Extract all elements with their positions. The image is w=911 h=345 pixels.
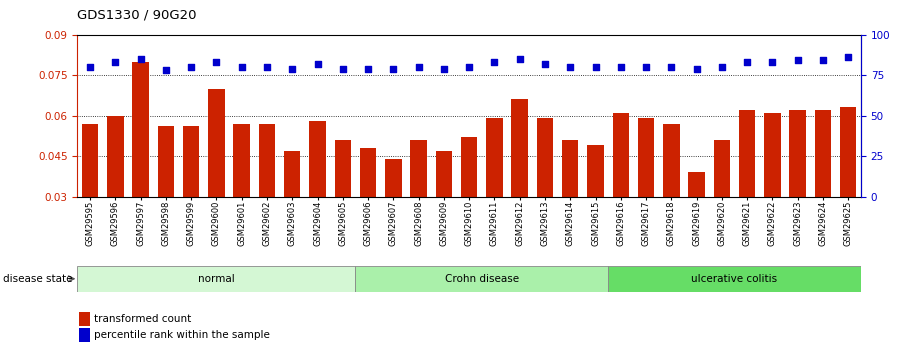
Bar — [461, 137, 477, 197]
Point — [841, 55, 855, 60]
Bar — [334, 140, 351, 197]
Point — [386, 66, 401, 71]
Bar — [537, 118, 553, 197]
Point — [108, 59, 123, 65]
Point — [159, 67, 173, 73]
Point — [487, 59, 502, 65]
Bar — [840, 107, 856, 197]
Bar — [739, 110, 755, 197]
Bar — [435, 151, 452, 197]
Text: ulcerative colitis: ulcerative colitis — [691, 274, 778, 284]
Bar — [511, 99, 528, 197]
Point — [361, 66, 375, 71]
Point — [765, 59, 780, 65]
Bar — [410, 140, 427, 197]
Point — [664, 64, 679, 70]
Bar — [183, 126, 200, 197]
Bar — [132, 61, 148, 197]
Point — [436, 66, 451, 71]
Bar — [689, 172, 705, 197]
Bar — [663, 124, 680, 197]
Bar — [713, 140, 730, 197]
Bar — [385, 159, 402, 197]
Bar — [77, 266, 355, 292]
Point — [412, 64, 426, 70]
Bar — [259, 124, 275, 197]
Point — [83, 64, 97, 70]
Bar — [638, 118, 654, 197]
Bar — [764, 113, 781, 197]
Point — [815, 58, 830, 63]
Text: percentile rank within the sample: percentile rank within the sample — [94, 330, 270, 339]
Point — [311, 61, 325, 67]
Bar — [233, 124, 250, 197]
Bar — [790, 110, 806, 197]
Point — [234, 64, 249, 70]
Bar — [814, 110, 831, 197]
Point — [690, 66, 704, 71]
Point — [512, 56, 527, 62]
Point — [563, 64, 578, 70]
Point — [184, 64, 199, 70]
Bar — [609, 266, 861, 292]
Point — [462, 64, 476, 70]
Point — [285, 66, 300, 71]
Bar — [209, 89, 225, 197]
Bar — [562, 140, 578, 197]
Text: transformed count: transformed count — [94, 314, 191, 324]
Bar — [284, 151, 301, 197]
Point — [537, 61, 552, 67]
Point — [714, 64, 729, 70]
Point — [210, 59, 224, 65]
Bar — [588, 145, 604, 197]
Bar — [310, 121, 326, 197]
Bar — [486, 118, 503, 197]
Point — [740, 59, 754, 65]
Bar — [612, 113, 629, 197]
Text: GDS1330 / 90G20: GDS1330 / 90G20 — [77, 9, 197, 22]
Point — [639, 64, 653, 70]
Point — [335, 66, 350, 71]
Text: normal: normal — [198, 274, 235, 284]
Point — [791, 58, 805, 63]
Point — [613, 64, 628, 70]
Bar — [107, 116, 124, 197]
Bar — [158, 126, 174, 197]
Point — [133, 56, 148, 62]
Text: disease state: disease state — [3, 274, 72, 284]
Bar — [82, 124, 98, 197]
Bar — [360, 148, 376, 197]
Point — [589, 64, 603, 70]
Bar — [355, 266, 609, 292]
Point — [260, 64, 274, 70]
Text: Crohn disease: Crohn disease — [445, 274, 519, 284]
